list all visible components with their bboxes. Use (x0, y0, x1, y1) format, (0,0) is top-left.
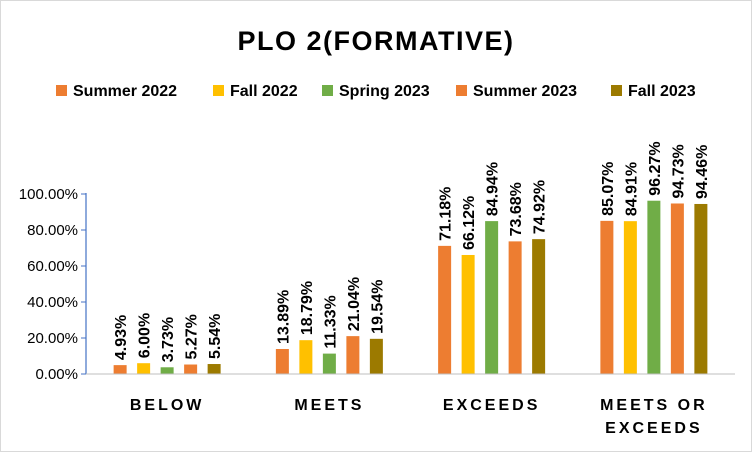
legend-swatch (611, 85, 622, 96)
data-labels: 4.93% 6.00% 3.73% 5.27% 5.54% 13.89% 18.79% 11.… (113, 141, 711, 362)
data-label: 94.46% (694, 145, 711, 199)
bar (623, 221, 637, 374)
bar (647, 200, 661, 374)
x-tick-label: MEETS (294, 397, 364, 414)
bar (438, 245, 452, 374)
bar (670, 203, 684, 374)
y-tick-label: 80.00% (27, 222, 78, 239)
data-label: 85.07% (600, 162, 617, 216)
y-tick-label: 60.00% (27, 258, 78, 275)
legend-label: Fall 2023 (628, 83, 696, 100)
y-tick-label: 20.00% (27, 330, 78, 347)
bar (508, 241, 522, 374)
legend-label: Fall 2022 (230, 83, 298, 100)
bar (694, 203, 708, 374)
data-label: 73.68% (508, 182, 525, 236)
data-label: 5.54% (207, 314, 224, 359)
data-label: 96.27% (647, 141, 664, 195)
bar (184, 364, 198, 374)
y-tick-label: 40.00% (27, 294, 78, 311)
data-label: 84.91% (623, 162, 640, 216)
data-label: 13.89% (275, 290, 292, 344)
bar (275, 348, 289, 374)
legend-label: Summer 2022 (73, 83, 177, 100)
data-label: 11.33% (322, 295, 339, 348)
y-axis: 0.00% 20.00% 40.00% 60.00% 80.00% 100.00% (19, 186, 87, 383)
bar (600, 220, 614, 374)
bars (113, 200, 708, 374)
bar (532, 239, 546, 374)
data-label: 3.73% (160, 317, 177, 362)
data-label: 74.92% (532, 180, 549, 234)
chart-title: PLO 2(FORMATIVE) (238, 26, 515, 56)
x-tick-label: BELOW (130, 397, 205, 414)
bar (299, 340, 313, 374)
legend-swatch (213, 85, 224, 96)
data-label: 19.54% (369, 280, 386, 334)
data-label: 4.93% (113, 315, 130, 360)
chart-legend: Summer 2022 Fall 2022 Spring 2023 Summer 20… (56, 83, 696, 100)
y-tick-label: 0.00% (35, 366, 78, 383)
data-label: 71.18% (438, 187, 455, 241)
x-axis: BELOW MEETS EXCEEDS MEETS OR EXCEEDS (86, 373, 735, 437)
x-tick-label: EXCEEDS (605, 420, 702, 437)
data-label: 94.73% (670, 144, 687, 198)
data-label: 84.94% (485, 162, 502, 216)
data-label: 6.00% (137, 313, 154, 358)
data-label: 5.27% (184, 314, 201, 359)
bar (346, 336, 360, 374)
bar (322, 353, 336, 374)
bar (369, 338, 383, 374)
bar (461, 254, 475, 374)
legend-swatch (456, 85, 467, 96)
legend-label: Summer 2023 (473, 83, 577, 100)
data-label: 21.04% (346, 277, 363, 331)
bar (137, 363, 151, 374)
data-label: 18.79% (299, 281, 316, 335)
bar (160, 367, 174, 374)
x-tick-label: EXCEEDS (443, 397, 540, 414)
bar (485, 221, 499, 374)
bar (207, 364, 221, 374)
legend-swatch (56, 85, 67, 96)
legend-label: Spring 2023 (339, 83, 430, 100)
x-tick-label: MEETS OR (600, 397, 708, 414)
legend-swatch (322, 85, 333, 96)
bar (113, 365, 127, 374)
y-tick-label: 100.00% (19, 186, 78, 203)
data-label: 66.12% (461, 196, 478, 250)
